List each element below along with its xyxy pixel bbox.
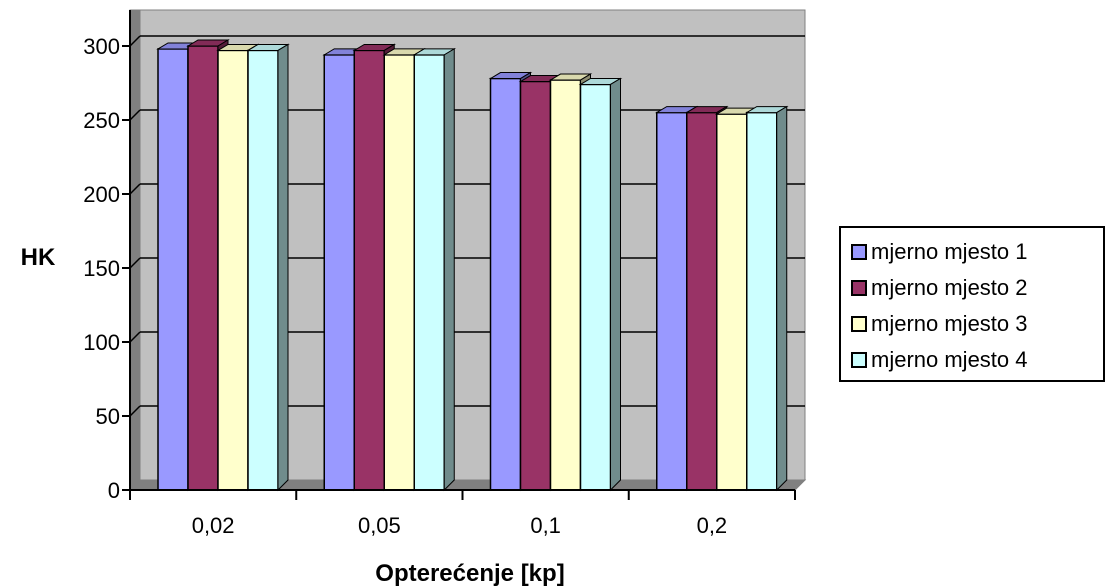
x-tick-label: 0,05 xyxy=(358,513,401,538)
legend-label: mjerno mjesto 1 xyxy=(871,239,1028,264)
bar-front xyxy=(413,54,445,491)
bars xyxy=(156,39,789,492)
bar-front xyxy=(247,49,279,491)
y-tick-label: 300 xyxy=(83,34,120,59)
legend-label: mjerno mjesto 2 xyxy=(871,275,1028,300)
x-tick-label: 0,2 xyxy=(697,513,728,538)
x-tick-label: 0,1 xyxy=(530,513,561,538)
bar-front xyxy=(323,54,355,491)
bar-front xyxy=(549,79,582,491)
y-tick-label: 250 xyxy=(83,108,120,133)
y-tick-label: 200 xyxy=(83,182,120,207)
y-tick-label: 50 xyxy=(96,404,120,429)
x-tick-labels: 0,02 0,05 0,1 0,2 xyxy=(192,513,727,538)
gridline-side xyxy=(129,257,141,269)
legend-swatch xyxy=(851,316,867,332)
legend-swatch xyxy=(851,244,867,260)
bar-side xyxy=(443,47,455,492)
bar xyxy=(744,105,789,492)
bar-front xyxy=(746,111,778,491)
legend-item: mjerno mjesto 3 xyxy=(851,306,1103,342)
legend-item: mjerno mjesto 1 xyxy=(851,234,1103,270)
bar-front xyxy=(716,113,748,491)
x-tick-label: 0,02 xyxy=(192,513,235,538)
y-tick-label: 100 xyxy=(83,330,120,355)
bar-front xyxy=(656,111,688,491)
bar-front xyxy=(157,48,189,491)
bar-front xyxy=(686,111,718,491)
gridline-side xyxy=(129,183,141,195)
bar-front xyxy=(353,49,385,491)
bar-front xyxy=(579,83,612,491)
bar-side xyxy=(610,77,621,492)
bar-front xyxy=(519,80,552,491)
bar xyxy=(578,77,623,492)
y-tick-label: 0 xyxy=(108,478,120,503)
bar-front xyxy=(217,49,249,491)
bar-side xyxy=(776,105,788,492)
bar-front xyxy=(383,54,415,491)
x-axis-title: Opterećenje [kp] xyxy=(375,560,564,587)
legend-label: mjerno mjesto 3 xyxy=(871,311,1028,336)
bar-front xyxy=(187,45,219,491)
legend-label: mjerno mjesto 4 xyxy=(871,347,1028,372)
axes xyxy=(122,10,796,500)
gridline-side xyxy=(129,35,141,47)
bar xyxy=(412,47,457,492)
bar-side xyxy=(277,43,289,492)
gridline-side xyxy=(129,331,141,343)
legend: mjerno mjesto 1 mjerno mjesto 2 mjerno mje… xyxy=(839,226,1105,382)
y-tick-label: 150 xyxy=(83,256,120,281)
side-wall xyxy=(129,9,141,492)
bar xyxy=(246,43,290,492)
gridline-side xyxy=(129,109,141,121)
gridline-side xyxy=(129,405,141,417)
bar-front xyxy=(489,77,522,491)
y-axis-title: HK xyxy=(21,244,56,271)
legend-swatch xyxy=(851,352,867,368)
y-tick-labels: 0 50 100 150 200 250 300 xyxy=(83,34,120,503)
legend-item: mjerno mjesto 2 xyxy=(851,270,1103,306)
legend-item: mjerno mjesto 4 xyxy=(851,342,1103,378)
legend-swatch xyxy=(851,280,867,296)
